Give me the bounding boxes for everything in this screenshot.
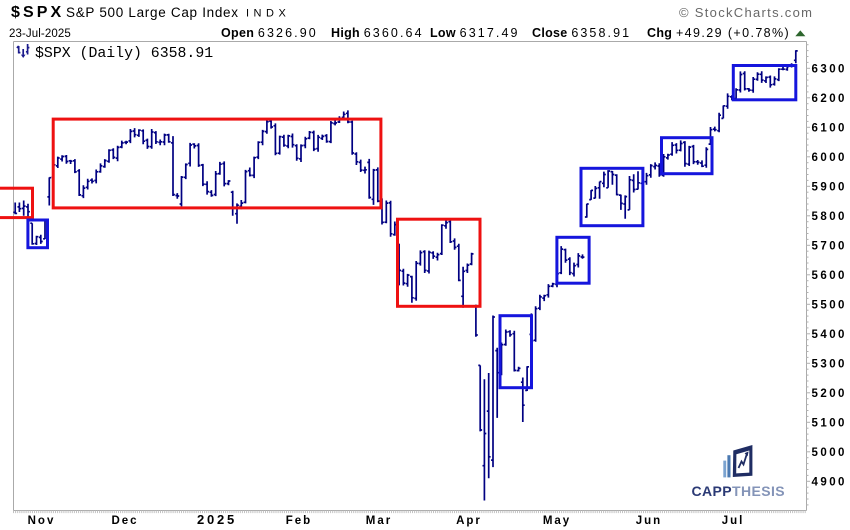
svg-text:Open 6326.90: Open 6326.90 <box>221 26 318 40</box>
svg-text:6100: 6100 <box>812 123 847 135</box>
svg-text:6300: 6300 <box>812 64 847 76</box>
svg-text:6200: 6200 <box>812 93 847 105</box>
svg-text:Jul: Jul <box>722 515 745 527</box>
svg-text:5900: 5900 <box>812 182 847 194</box>
svg-text:5700: 5700 <box>812 241 847 253</box>
svg-text:INDX: INDX <box>246 8 290 20</box>
svg-text:CAPPTHESIS: CAPPTHESIS <box>692 483 785 499</box>
svg-text:S&P 500 Large Cap Index: S&P 500 Large Cap Index <box>66 5 239 20</box>
svg-text:High 6360.64: High 6360.64 <box>331 26 424 40</box>
svg-text:5400: 5400 <box>812 329 847 341</box>
svg-text:5200: 5200 <box>812 388 847 400</box>
svg-text:2025: 2025 <box>197 512 237 527</box>
svg-text:5600: 5600 <box>812 270 847 282</box>
svg-text:May: May <box>543 515 571 527</box>
svg-text:Close 6358.91: Close 6358.91 <box>532 26 631 40</box>
svg-text:5000: 5000 <box>812 447 847 459</box>
svg-text:5300: 5300 <box>812 359 847 371</box>
svg-text:Feb: Feb <box>286 515 312 527</box>
svg-text:$SPX: $SPX <box>11 4 64 21</box>
svg-text:Nov: Nov <box>28 515 56 527</box>
svg-text:Chg +49.29 (+0.78%): Chg +49.29 (+0.78%) <box>647 26 790 40</box>
svg-text:$SPX (Daily) 6358.91: $SPX (Daily) 6358.91 <box>35 46 213 62</box>
svg-text:Apr: Apr <box>456 515 482 527</box>
svg-text:5800: 5800 <box>812 211 847 223</box>
svg-text:4900: 4900 <box>812 477 847 489</box>
svg-text:5500: 5500 <box>812 300 847 312</box>
svg-text:Mar: Mar <box>366 515 392 527</box>
svg-text:6000: 6000 <box>812 152 847 164</box>
svg-text:Jun: Jun <box>636 515 662 527</box>
svg-text:23-Jul-2025: 23-Jul-2025 <box>9 28 71 40</box>
svg-text:Low 6317.49: Low 6317.49 <box>430 26 520 40</box>
svg-text:5100: 5100 <box>812 418 847 430</box>
svg-text:Dec: Dec <box>111 515 138 527</box>
svg-text:© StockCharts.com: © StockCharts.com <box>679 5 813 20</box>
